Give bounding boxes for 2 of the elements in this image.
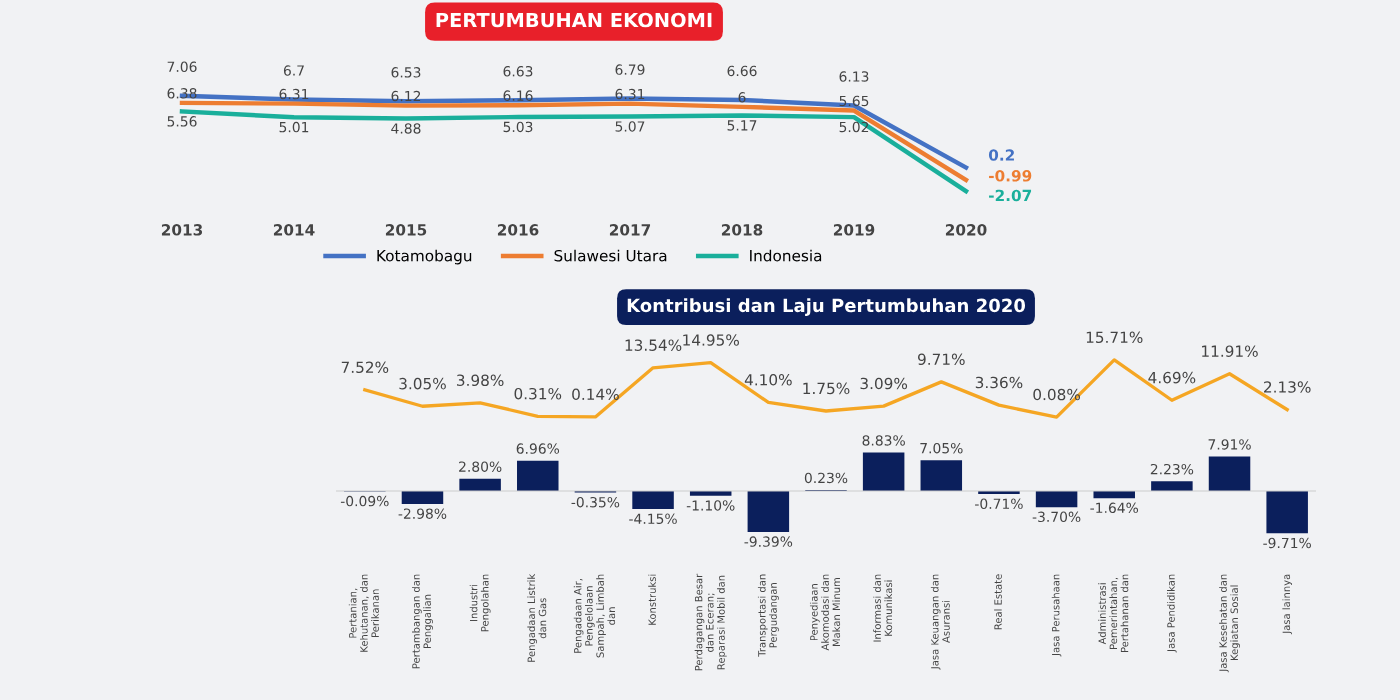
chart-title: Kontribusi dan Laju Pertumbuhan 2020	[627, 298, 1026, 316]
chart-title: PERTUMBUHAN EKONOMI	[436, 12, 712, 28]
